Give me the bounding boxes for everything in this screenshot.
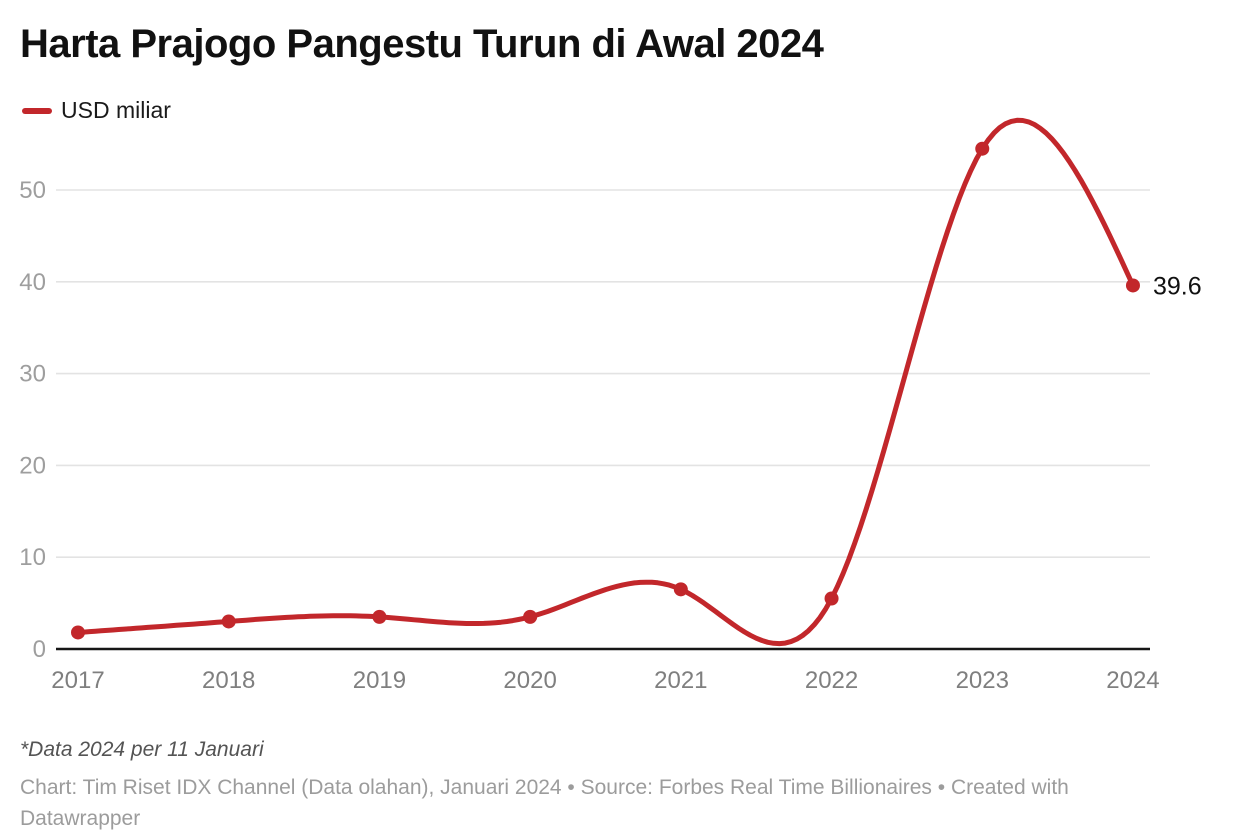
x-tick-label: 2018 [202, 667, 255, 694]
y-tick-label: 20 [19, 452, 46, 479]
y-tick-label: 50 [19, 177, 46, 204]
y-tick-label: 0 [33, 636, 46, 663]
data-point[interactable] [1125, 278, 1140, 293]
x-tick-label: 2017 [51, 667, 104, 694]
y-tick-label: 10 [19, 544, 46, 571]
chart-byline: Chart: Tim Riset IDX Channel (Data olaha… [20, 776, 1069, 830]
legend-line-swatch [22, 107, 52, 114]
x-tick-label: 2020 [503, 667, 556, 694]
line-chart: 0 10 20 30 40 50 2017 2018 2019 2020 2021 2022 2023… [19, 117, 1202, 694]
x-axis-labels: 2017 2018 2019 2020 2021 2022 2023 2024 [51, 667, 1159, 694]
legend-label: USD miliar [61, 97, 171, 123]
y-tick-label: 30 [19, 361, 46, 388]
data-point[interactable] [824, 591, 839, 606]
footnote: *Data 2024 per 11 Januari [20, 738, 264, 761]
x-tick-label: 2023 [956, 667, 1009, 694]
gridlines [56, 189, 1150, 651]
x-tick-label: 2024 [1106, 667, 1159, 694]
data-points [71, 141, 1140, 640]
data-point[interactable] [221, 614, 236, 629]
x-tick-label: 2021 [654, 667, 707, 694]
chart-title: Harta Prajogo Pangestu Turun di Awal 202… [20, 22, 824, 66]
x-tick-label: 2022 [805, 667, 858, 694]
y-tick-label: 40 [19, 269, 46, 296]
x-tick-label: 2019 [353, 667, 406, 694]
legend: USD miliar [22, 97, 171, 124]
line-series [75, 117, 1136, 647]
end-value-label: 39.6 [1153, 272, 1202, 300]
data-point[interactable] [71, 625, 85, 640]
data-point[interactable] [523, 609, 538, 624]
data-point[interactable] [975, 141, 990, 156]
data-point[interactable] [673, 582, 688, 597]
y-axis-labels: 0 10 20 30 40 50 [19, 177, 46, 663]
data-point[interactable] [372, 609, 387, 624]
